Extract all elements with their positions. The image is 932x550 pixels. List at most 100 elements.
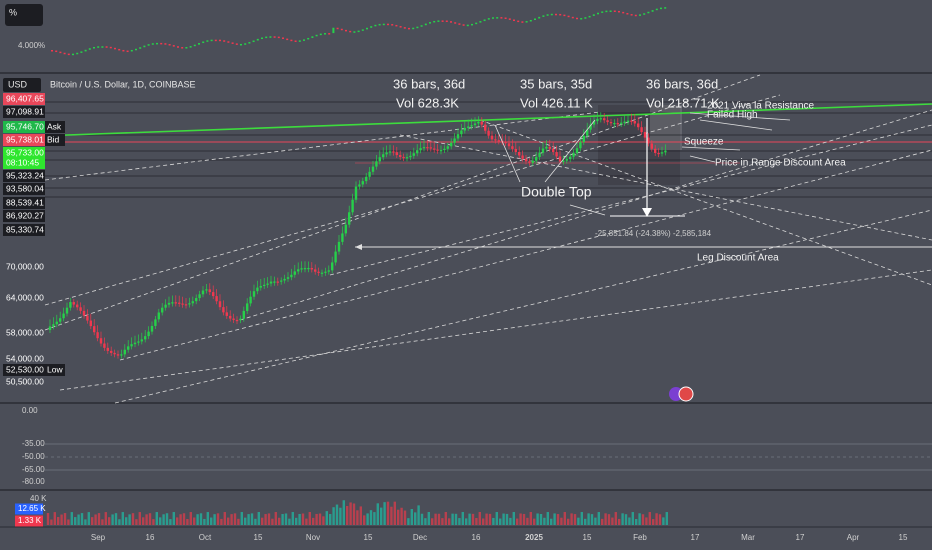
candle-body [99,338,103,344]
mini-bar [618,10,620,13]
volume-bar [264,514,267,525]
currency-box[interactable] [3,78,41,92]
candle-body [280,280,283,282]
volume-bar [580,512,583,525]
candle-body [538,152,541,157]
mini-bar [441,20,444,22]
annotation: 2021 Viva la Resistance [707,101,815,112]
pointer [689,155,716,163]
volume-bar [172,512,175,525]
mini-bar [202,41,205,44]
volume-bar [135,519,138,525]
candle-body [232,318,235,320]
time-label: Oct [199,533,212,542]
time-label: Feb [633,533,647,542]
symbol-box[interactable] [5,4,43,26]
candle-body [317,271,320,273]
mini-bar [584,17,587,19]
candle-body [518,151,521,156]
mini-bar [496,17,499,19]
mini-bar [513,19,515,22]
candle-body [222,307,225,313]
volume-bar [567,518,570,525]
candle-body [286,277,290,279]
mini-bar [219,39,221,42]
trendline [479,119,932,286]
candle-body [511,146,514,149]
candle-body [127,346,130,350]
price-label: 97,098.91 [6,106,44,116]
candle-body [460,130,463,135]
volume-bar [220,518,223,525]
time-label: 17 [796,533,805,542]
mini-bar [374,24,377,27]
mini-bar [307,37,310,40]
candle-body [388,151,392,153]
candle-body [633,120,636,124]
range-bars: 35 bars, 35d [520,76,592,91]
mini-bar [143,45,146,48]
volume-bar [138,512,141,525]
volume-bar [206,512,209,525]
price-tag [45,364,65,376]
price-tag [3,170,45,182]
volume-bar [274,512,277,525]
mini-bar [139,47,142,49]
mini-bar [198,43,200,45]
volume-bar [444,512,447,525]
volume-bar [257,512,260,525]
mini-bar [630,14,633,16]
volume-bar [281,514,284,525]
price-label: 64,000.00 [6,292,44,302]
volume-bar [587,513,590,525]
candle-body [269,281,273,284]
candle-body [218,301,222,308]
candle-body [399,155,402,157]
candle-body [422,147,426,149]
volume-bar [169,519,172,525]
candle-body [116,354,120,356]
candle-body [405,157,409,159]
price-label: 88,539.41 [6,197,44,207]
time-label: 17 [691,533,700,542]
price-tag-label: Ask [47,121,62,131]
mini-bar [408,27,410,30]
mini-bar [462,24,465,26]
price-tag [3,121,45,133]
top-series [51,7,667,56]
top-scale-label: 4.000% [18,41,45,50]
mini-bar [76,52,79,55]
mini-bar [466,24,469,27]
mini-bar [256,38,259,41]
volume-bar [230,514,233,525]
candle-body [555,152,558,157]
candle-body [647,137,650,144]
volume-bar [407,518,410,525]
price-tag [3,93,45,105]
volume-bar [488,513,492,525]
candle-body [535,156,538,161]
indicator-label: -50.00 [22,452,45,461]
trendline [44,111,601,181]
time-label: 15 [364,533,373,542]
volume-bar [366,513,369,525]
arrow-head [642,208,652,217]
candle-body [307,267,310,270]
candle-body [201,290,205,295]
mini-bar [580,18,583,20]
volume-bar [60,514,63,525]
candle-body [348,212,351,225]
candle-body [341,233,344,242]
mini-bar [601,11,604,13]
trendlines [44,74,932,404]
icon[interactable] [678,386,694,402]
volume-bar [189,512,192,525]
mini-bar [227,41,230,43]
mini-bar [555,13,557,16]
trendline [399,134,932,241]
mini-bar [181,47,184,49]
price-tag-label: Bid [47,134,60,144]
candle-body [188,303,191,305]
volume-bar [570,513,573,525]
pointer [494,124,521,183]
